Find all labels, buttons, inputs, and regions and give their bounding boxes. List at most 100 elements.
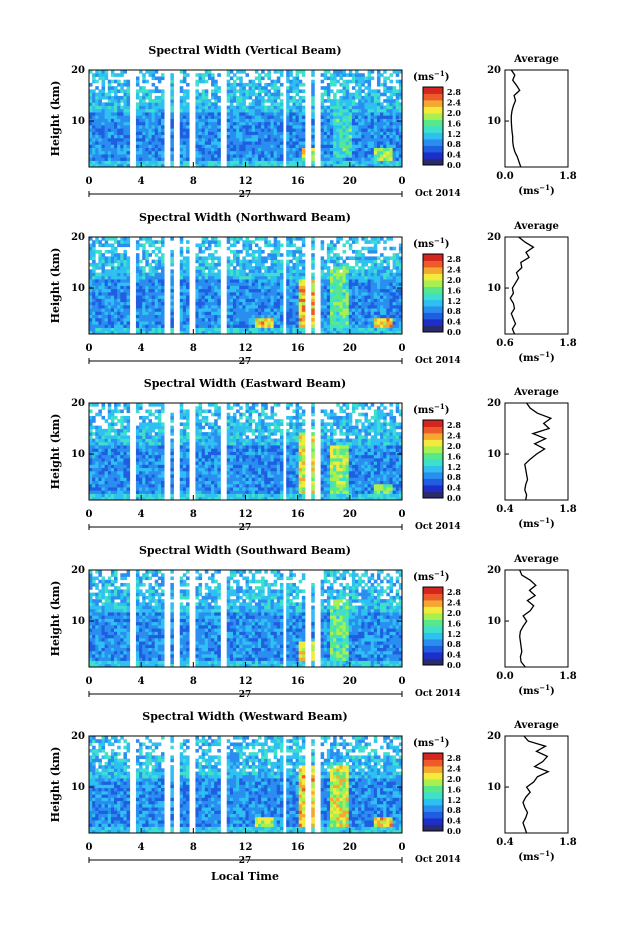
colorbar-segment <box>423 805 443 812</box>
colorbar-frame <box>422 419 444 499</box>
y-axis-label: Height (km) <box>49 747 62 823</box>
colorbar-segment <box>423 485 443 492</box>
colorbar-segment <box>423 93 443 101</box>
x-tick-label: 4 <box>138 842 145 853</box>
panel-title: Spectral Width (Northward Beam) <box>139 211 351 224</box>
heatmap-cells <box>89 736 403 834</box>
heatmap-cells <box>89 403 403 501</box>
colorbar-segment <box>423 626 443 633</box>
x-tick-label: 12 <box>239 176 253 187</box>
colorbar-tick-label: 1.6 <box>447 118 461 128</box>
x-tick-label: 0 <box>86 509 93 520</box>
colorbar-tick-label: 2.8 <box>447 87 461 97</box>
colorbar-tick-label: 2.8 <box>447 254 461 264</box>
colorbar-segment <box>423 446 443 453</box>
colorbar-tick-label: 0.0 <box>447 826 461 836</box>
date-label: Oct 2014 <box>415 689 461 699</box>
average-title: Average <box>513 54 559 65</box>
heatmap-cells <box>89 70 403 168</box>
colorbar-segment <box>423 158 443 166</box>
colorbar-segment <box>423 587 443 594</box>
panel-title: Spectral Width (Vertical Beam) <box>148 44 341 57</box>
colorbar-segment <box>423 811 443 819</box>
panel-3: Spectral Width (Eastward Beam) 10 20 Height… <box>49 377 577 533</box>
day-label: 27 <box>239 357 252 367</box>
x-tick-label: 4 <box>138 343 145 354</box>
average-x-tick-label: 0.6 <box>496 338 513 349</box>
colorbar-tick-label: 0.8 <box>447 306 461 316</box>
colorbar-tick-label: 0.0 <box>447 160 461 170</box>
x-tick-label: 20 <box>343 176 357 187</box>
average-x-tick-label: 0.0 <box>496 171 513 182</box>
x-tick-label: 16 <box>291 176 305 187</box>
x-tick-label: 20 <box>343 676 357 687</box>
colorbar-segment <box>423 632 443 640</box>
average-x-tick-label: 1.8 <box>559 171 576 182</box>
day-label: 27 <box>239 523 252 533</box>
average-y-tick-label: 20 <box>487 65 501 76</box>
colorbar-segment <box>423 613 443 620</box>
colorbar-tick-label: 2.0 <box>447 441 461 451</box>
colorbar-segment <box>423 426 443 434</box>
x-tick-label: 0 <box>399 676 406 687</box>
colorbar-segment <box>423 87 443 94</box>
average-x-tick-label: 1.8 <box>559 837 576 848</box>
colorbar-tick-label: 1.2 <box>447 129 461 139</box>
average-y-tick-label: 20 <box>487 565 501 576</box>
x-tick-label: 4 <box>138 176 145 187</box>
colorbar-tick-label: 2.4 <box>447 764 461 774</box>
y-tick-label: 20 <box>71 398 85 409</box>
colorbar-segment <box>423 818 443 825</box>
colorbar-tick-label: 1.6 <box>447 618 461 628</box>
colorbar-tick-label: 0.8 <box>447 139 461 149</box>
colorbar-tick-label: 0.4 <box>447 150 461 160</box>
colorbar-tick-label: 1.6 <box>447 285 461 295</box>
x-tick-label: 20 <box>343 842 357 853</box>
colorbar-tick-label: 2.4 <box>447 431 461 441</box>
average-y-tick-label: 20 <box>487 731 501 742</box>
x-tick-label: 0 <box>86 676 93 687</box>
average-x-tick-label: 1.8 <box>559 504 576 515</box>
x-tick-label: 8 <box>190 343 197 354</box>
colorbar-segment <box>423 465 443 473</box>
colorbar-segment <box>423 766 443 773</box>
colorbar-unit: (ms−1) <box>413 236 449 250</box>
colorbar-segment <box>423 478 443 486</box>
x-tick-label: 12 <box>239 676 253 687</box>
y-axis-label: Height (km) <box>49 81 62 157</box>
average-unit: (ms−1) <box>518 183 554 197</box>
average-y-tick-label: 10 <box>487 116 501 127</box>
colorbar-tick-label: 0.4 <box>447 650 461 660</box>
colorbar-segment <box>423 312 443 320</box>
colorbar-tick-label: 1.6 <box>447 784 461 794</box>
average-y-tick-label: 20 <box>487 232 501 243</box>
average-y-tick-label: 10 <box>487 283 501 294</box>
average-x-tick-label: 1.8 <box>559 671 576 682</box>
average-unit: (ms−1) <box>518 350 554 364</box>
x-tick-label: 16 <box>291 509 305 520</box>
colorbar-frame <box>422 586 444 666</box>
colorbar-segment <box>423 325 443 333</box>
average-title: Average <box>513 221 559 232</box>
colorbar-segment <box>423 639 443 646</box>
average-profile-line <box>510 69 522 168</box>
heatmap-cells <box>89 237 403 335</box>
colorbar-segment <box>423 273 443 281</box>
colorbar-tick-label: 2.4 <box>447 598 461 608</box>
colorbar-tick-label: 1.2 <box>447 629 461 639</box>
y-axis-label: Height (km) <box>49 248 62 324</box>
colorbar-segment <box>423 254 443 261</box>
average-frame <box>504 402 569 501</box>
colorbar-tick-label: 2.4 <box>447 98 461 108</box>
average-title: Average <box>513 554 559 565</box>
average-y-tick-label: 10 <box>487 449 501 460</box>
colorbar-unit: (ms−1) <box>413 69 449 83</box>
x-tick-label: 16 <box>291 842 305 853</box>
colorbar-segment <box>423 600 443 607</box>
x-tick-label: 8 <box>190 509 197 520</box>
colorbar-segment <box>423 126 443 133</box>
colorbar-segment <box>423 293 443 300</box>
average-title: Average <box>513 720 559 731</box>
colorbar-tick-label: 2.0 <box>447 275 461 285</box>
colorbar-segment <box>423 260 443 268</box>
